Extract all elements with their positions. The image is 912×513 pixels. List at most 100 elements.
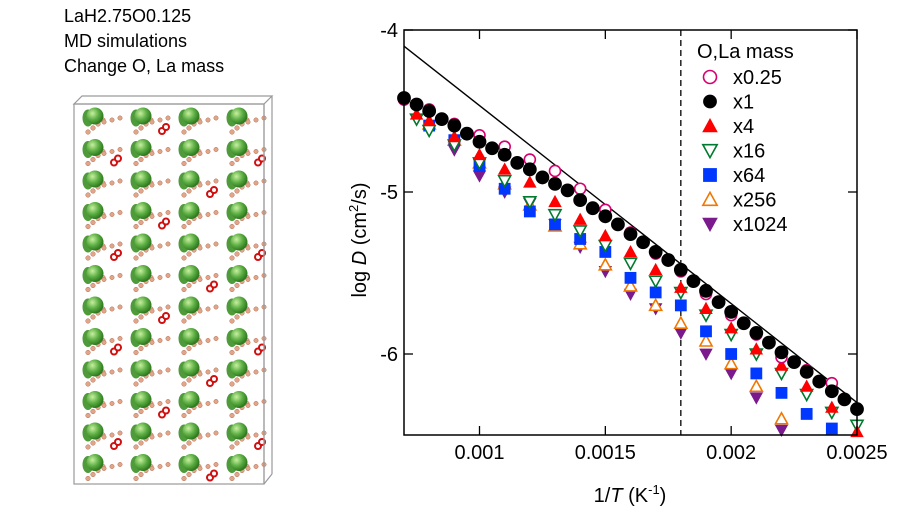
legend-marker-x1 xyxy=(703,94,717,109)
hydrogen-atom xyxy=(85,160,91,167)
hydrogen-atom xyxy=(205,401,211,406)
hydrogen-atom xyxy=(138,471,144,478)
hydrogen-atom xyxy=(229,381,235,387)
hydrogen-atom xyxy=(117,210,123,215)
hydrogen-atom xyxy=(181,223,187,230)
hydrogen-atom xyxy=(213,115,219,121)
hydrogen-atom xyxy=(133,475,139,482)
hydrogen-atom xyxy=(186,188,192,194)
data-point-x1 xyxy=(724,304,739,319)
hydrogen-atom xyxy=(117,336,123,341)
hydrogen-atom xyxy=(181,129,187,135)
hydrogen-atom xyxy=(205,369,211,375)
hydrogen-atom xyxy=(253,306,259,312)
data-point-x1 xyxy=(824,384,839,399)
lanthanum-atom xyxy=(230,139,248,156)
hydrogen-atom xyxy=(101,434,107,440)
lanthanum-atom xyxy=(86,296,104,314)
hydrogen-atom xyxy=(229,412,235,419)
data-point-x64 xyxy=(624,271,637,284)
data-point-x16 xyxy=(497,174,513,189)
data-point-x1 xyxy=(636,235,650,250)
data-point-x4 xyxy=(472,147,487,161)
hydrogen-atom xyxy=(109,275,115,280)
hydrogen-atom xyxy=(138,188,144,194)
data-point-x1 xyxy=(409,97,424,112)
data-point-x1 xyxy=(711,295,726,310)
hydrogen-atom xyxy=(149,371,155,377)
lanthanum-atom xyxy=(182,202,200,219)
hydrogen-atom xyxy=(138,377,144,383)
hydrogen-atom xyxy=(109,369,115,375)
hydrogen-atom xyxy=(186,219,192,226)
diffusion-chart: 0.001 0.0015 0.002 0.0025 -4 -5 -6 O,La mass x0… xyxy=(346,20,888,507)
legend-title: O,La mass xyxy=(697,41,794,63)
hydrogen-atom xyxy=(109,432,115,438)
hydrogen-atom xyxy=(197,245,203,251)
data-point-x1024 xyxy=(674,327,688,340)
hydrogen-atom xyxy=(138,345,144,352)
lanthanum-atom xyxy=(230,391,248,408)
y-tick-label: -6 xyxy=(380,344,398,366)
legend-marker-x0.25 xyxy=(702,69,718,85)
crystal-atoms xyxy=(82,107,267,482)
hydrogen-atom xyxy=(117,430,123,436)
hydrogen-atom xyxy=(133,255,139,261)
data-point-x1 xyxy=(560,183,575,198)
data-point-x0.25 xyxy=(548,164,562,178)
lanthanum-atom xyxy=(86,233,104,251)
lanthanum-atom xyxy=(86,454,104,471)
lanthanum-atom xyxy=(86,328,104,345)
hydrogen-atom xyxy=(157,432,163,438)
data-point-x1 xyxy=(623,227,638,242)
hydrogen-atom xyxy=(101,119,107,125)
hydrogen-atom xyxy=(213,273,219,278)
lanthanum-atom xyxy=(182,233,200,251)
hydrogen-atom xyxy=(253,275,259,280)
hydrogen-atom xyxy=(149,277,155,282)
hydrogen-atom xyxy=(197,214,203,219)
data-point-x1 xyxy=(548,176,562,191)
lanthanum-atom xyxy=(230,454,248,471)
data-point-x4 xyxy=(409,107,424,120)
hydrogen-atom xyxy=(90,251,96,257)
legend-marker-x4 xyxy=(702,118,718,133)
hydrogen-atom xyxy=(149,403,155,408)
data-point-x1 xyxy=(535,170,550,185)
hydrogen-atom xyxy=(157,338,163,343)
hydrogen-atom xyxy=(181,192,187,198)
hydrogen-atom xyxy=(186,408,192,415)
hydrogen-atom xyxy=(133,349,139,356)
data-point-x1 xyxy=(736,316,751,331)
hydrogen-atom xyxy=(245,371,251,377)
hydrogen-atom xyxy=(197,403,203,408)
hydrogen-atom xyxy=(186,471,192,478)
lanthanum-atom xyxy=(230,202,248,219)
hydrogen-atom xyxy=(85,192,91,198)
hydrogen-atom xyxy=(165,178,171,184)
hydrogen-atom xyxy=(101,277,107,282)
hydrogen-atom xyxy=(157,180,163,186)
hydrogen-atom xyxy=(197,340,203,345)
hydrogen-atom xyxy=(205,243,211,249)
hydrogen-atom xyxy=(186,440,192,446)
lanthanum-atom xyxy=(182,422,200,440)
hydrogen-atom xyxy=(205,464,211,469)
data-point-x1 xyxy=(686,274,701,289)
hydrogen-atom xyxy=(117,462,123,467)
hydrogen-atom xyxy=(149,434,155,440)
hydrogen-atom xyxy=(245,182,251,188)
hydrogen-atom xyxy=(133,160,139,167)
data-point-x1 xyxy=(673,262,688,277)
hydrogen-atom xyxy=(253,180,259,186)
hydrogen-atom xyxy=(245,434,251,440)
hydrogen-atom xyxy=(245,466,251,471)
data-point-x256 xyxy=(698,333,714,347)
hydrogen-atom xyxy=(213,241,219,247)
data-point-x1 xyxy=(510,155,525,170)
hydrogen-atom xyxy=(234,188,240,194)
legend-label-x64: x64 xyxy=(733,165,765,187)
lanthanum-atom xyxy=(86,391,104,408)
hydrogen-atom xyxy=(181,318,187,324)
